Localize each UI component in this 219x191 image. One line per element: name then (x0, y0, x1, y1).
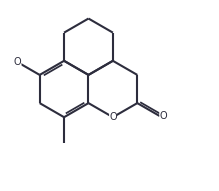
Text: O: O (109, 112, 117, 122)
Text: O: O (159, 111, 167, 121)
Text: O: O (14, 57, 21, 67)
